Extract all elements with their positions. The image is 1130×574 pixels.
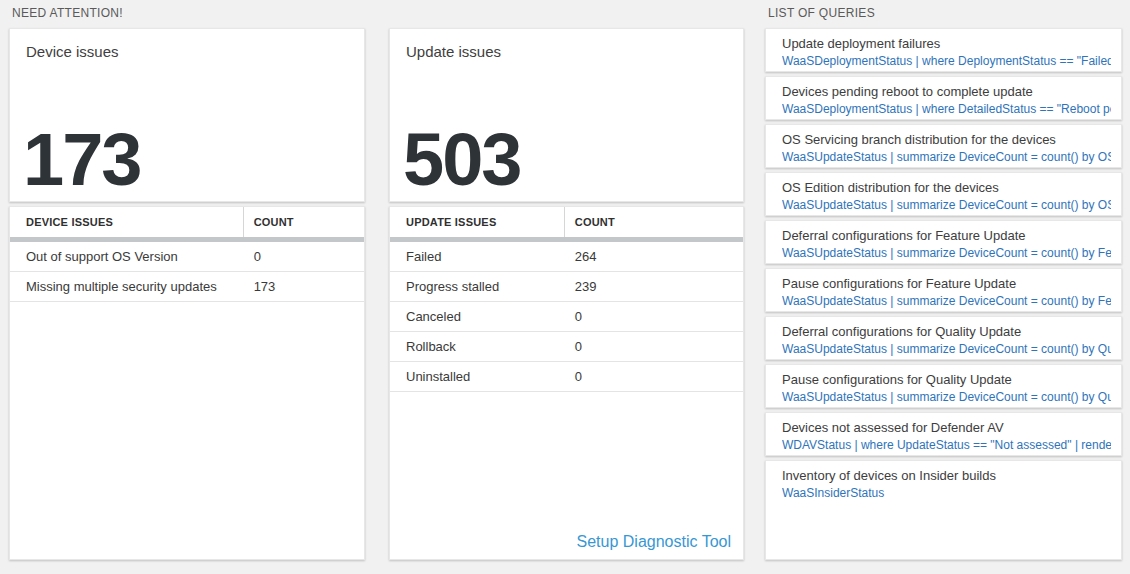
need-attention-column-updates: Update issues 503 UPDATE ISSUES COUNT Fa… — [389, 0, 744, 560]
row-count: 239 — [565, 279, 743, 294]
query-title: OS Servicing branch distribution for the… — [782, 131, 1111, 149]
query-title: Deferral configurations for Feature Upda… — [782, 227, 1111, 245]
spacer-header — [389, 0, 744, 28]
query-title: Inventory of devices on Insider builds — [782, 467, 1111, 485]
row-label: Failed — [390, 249, 565, 264]
query-item[interactable]: Devices pending reboot to complete updat… — [765, 76, 1122, 120]
table-row[interactable]: Rollback 0 — [390, 332, 743, 362]
column-header-update-issues: UPDATE ISSUES — [390, 207, 565, 237]
update-issues-title: Update issues — [390, 29, 743, 60]
row-label: Canceled — [390, 309, 565, 324]
update-issues-metric-tile[interactable]: Update issues 503 — [389, 28, 744, 202]
query-item[interactable]: Pause configurations for Quality Update … — [765, 364, 1122, 408]
query-title: OS Edition distribution for the devices — [782, 179, 1111, 197]
column-header-count: COUNT — [244, 207, 364, 237]
query-code: WaaSUpdateStatus | summarize DeviceCount… — [782, 245, 1111, 262]
row-label: Rollback — [390, 339, 565, 354]
table-row[interactable]: Uninstalled 0 — [390, 362, 743, 392]
query-code: WaaSDeploymentStatus | where DetailedSta… — [782, 101, 1111, 118]
query-item[interactable]: OS Servicing branch distribution for the… — [765, 124, 1122, 168]
row-count: 0 — [565, 309, 743, 324]
list-of-queries-header: LIST OF QUERIES — [765, 0, 1122, 28]
row-label: Out of support OS Version — [10, 249, 244, 264]
device-issues-metric-tile[interactable]: Device issues 173 — [9, 28, 365, 202]
table-row[interactable]: Canceled 0 — [390, 302, 743, 332]
table-row[interactable]: Failed 264 — [390, 242, 743, 272]
table-row[interactable]: Out of support OS Version 0 — [10, 242, 364, 272]
device-issues-table-tile: DEVICE ISSUES COUNT Out of support OS Ve… — [9, 206, 365, 560]
update-issues-table-header: UPDATE ISSUES COUNT — [390, 207, 743, 237]
query-title: Deferral configurations for Quality Upda… — [782, 323, 1111, 341]
query-code: WaaSInsiderStatus — [782, 485, 1111, 502]
row-count: 0 — [244, 249, 364, 264]
table-row[interactable]: Progress stalled 239 — [390, 272, 743, 302]
list-of-queries-column: LIST OF QUERIES Update deployment failur… — [765, 0, 1122, 560]
need-attention-column-devices: NEED ATTENTION! Device issues 173 DEVICE… — [9, 0, 365, 560]
device-issues-count: 173 — [23, 123, 140, 197]
row-count: 0 — [565, 339, 743, 354]
row-count: 173 — [244, 279, 364, 294]
query-code: WaaSUpdateStatus | summarize DeviceCount… — [782, 197, 1111, 214]
row-label: Missing multiple security updates — [10, 279, 244, 294]
row-label: Uninstalled — [390, 369, 565, 384]
update-issues-table-tile: UPDATE ISSUES COUNT Failed 264 Progress … — [389, 206, 744, 560]
table-row[interactable]: Missing multiple security updates 173 — [10, 272, 364, 302]
query-title: Update deployment failures — [782, 35, 1111, 53]
query-item[interactable]: Pause configurations for Feature Update … — [765, 268, 1122, 312]
setup-diagnostic-tool-link[interactable]: Setup Diagnostic Tool — [577, 533, 731, 551]
query-title: Pause configurations for Feature Update — [782, 275, 1111, 293]
query-code: WaaSUpdateStatus | summarize DeviceCount… — [782, 293, 1111, 310]
query-title: Devices pending reboot to complete updat… — [782, 83, 1111, 101]
query-item[interactable]: OS Edition distribution for the devices … — [765, 172, 1122, 216]
need-attention-header: NEED ATTENTION! — [9, 0, 365, 28]
query-item[interactable]: Devices not assessed for Defender AV WDA… — [765, 412, 1122, 456]
column-header-count: COUNT — [565, 207, 743, 237]
query-title: Pause configurations for Quality Update — [782, 371, 1111, 389]
query-code: WDAVStatus | where UpdateStatus == "Not … — [782, 437, 1111, 454]
row-label: Progress stalled — [390, 279, 565, 294]
query-item[interactable]: Update deployment failures WaaSDeploymen… — [765, 28, 1122, 72]
query-code: WaaSUpdateStatus | summarize DeviceCount… — [782, 149, 1111, 166]
device-issues-table-header: DEVICE ISSUES COUNT — [10, 207, 364, 237]
update-issues-count: 503 — [403, 123, 520, 197]
query-item[interactable]: Deferral configurations for Quality Upda… — [765, 316, 1122, 360]
column-header-device-issues: DEVICE ISSUES — [10, 207, 244, 237]
query-code: WaaSUpdateStatus | summarize DeviceCount… — [782, 389, 1111, 406]
query-item[interactable]: Deferral configurations for Feature Upda… — [765, 220, 1122, 264]
query-item[interactable]: Inventory of devices on Insider builds W… — [765, 460, 1122, 560]
query-title: Devices not assessed for Defender AV — [782, 419, 1111, 437]
query-code: WaaSDeploymentStatus | where DeploymentS… — [782, 53, 1111, 70]
row-count: 0 — [565, 369, 743, 384]
query-code: WaaSUpdateStatus | summarize DeviceCount… — [782, 341, 1111, 358]
row-count: 264 — [565, 249, 743, 264]
device-issues-title: Device issues — [10, 29, 364, 60]
